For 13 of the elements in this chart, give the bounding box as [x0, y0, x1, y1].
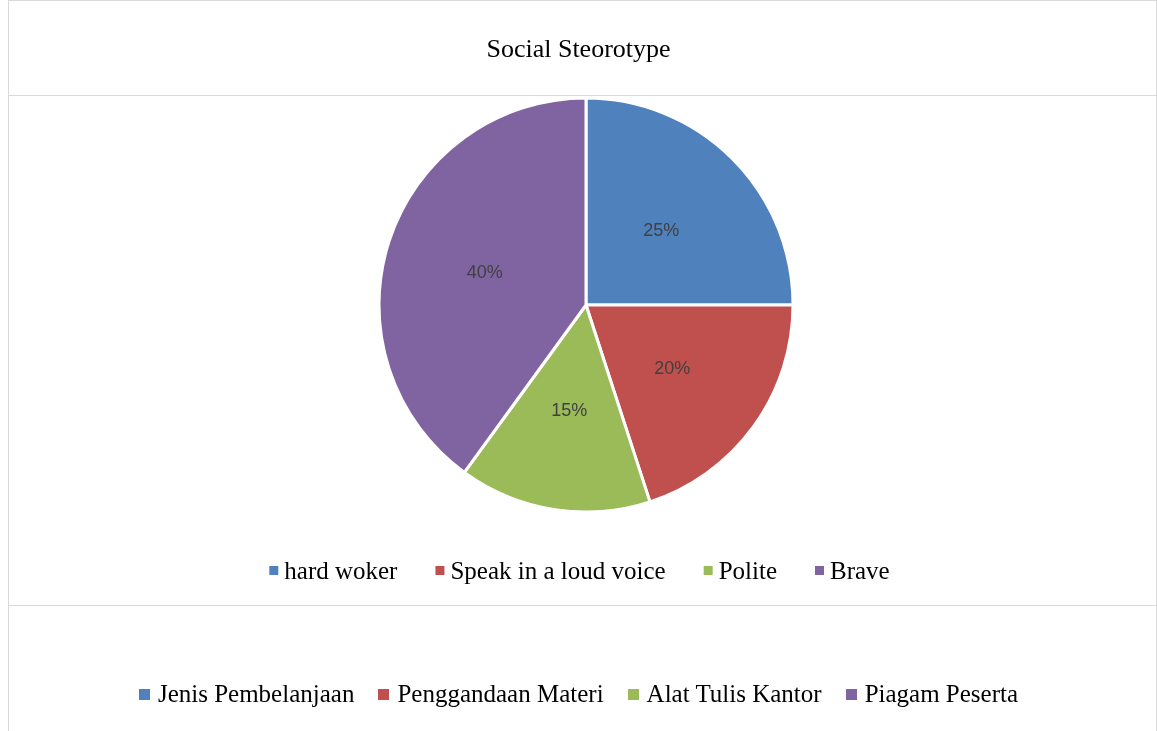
text: Alat Tulis Kantor	[646, 680, 822, 708]
data-label: 40%	[466, 262, 503, 283]
text: Penggandaan Materi	[397, 680, 604, 708]
legend-label: Polite	[718, 557, 778, 584]
legend-label: hard woker	[284, 557, 399, 584]
chart-title: Social Steorotype	[486, 33, 671, 63]
legend-label: Brave	[830, 557, 890, 584]
text: Piagam Peserta	[864, 680, 1019, 708]
data-label: 25%	[643, 219, 680, 240]
legend-label: Speak in a loud voice	[450, 557, 666, 584]
text: Jenis Pembelanjaan	[157, 680, 355, 708]
data-label: 15%	[551, 400, 588, 421]
data-label: 20%	[654, 357, 691, 378]
